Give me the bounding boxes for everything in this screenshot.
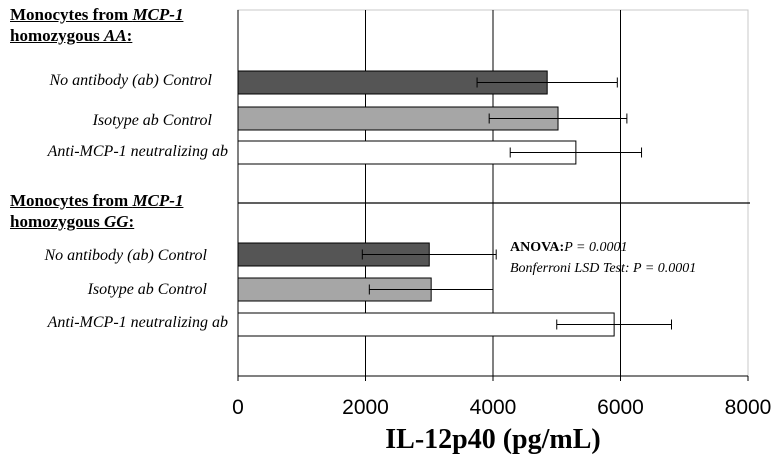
group-title-aa-gene: MCP-1 bbox=[132, 5, 184, 24]
category-label: Isotype ab Control bbox=[87, 281, 207, 298]
x-tick-label: 2000 bbox=[342, 396, 389, 419]
category-label: Anti-MCP-1 neutralizing ab bbox=[47, 143, 228, 160]
anova-annotation: ANOVA:P = 0.0001 bbox=[510, 240, 627, 256]
group-title-aa-genotype: AA bbox=[103, 26, 127, 45]
group-title-gg-line2: homozygous bbox=[10, 212, 104, 231]
category-label: Isotype ab Control bbox=[92, 112, 212, 129]
bonferroni-annotation: Bonferroni LSD Test: P = 0.0001 bbox=[510, 261, 696, 277]
group-title-gg: Monocytes from MCP-1 homozygous GG: bbox=[10, 190, 183, 232]
bonferroni-label: Bonferroni LSD Test: bbox=[510, 261, 630, 276]
x-axis-label: IL-12p40 (pg/mL) bbox=[385, 424, 601, 455]
group-title-aa-prefix: Monocytes from bbox=[10, 5, 133, 24]
group-title-aa-line2: homozygous bbox=[10, 26, 104, 45]
group-title-gg-gene: MCP-1 bbox=[132, 191, 184, 210]
category-label: No antibody (ab) Control bbox=[49, 72, 212, 89]
group-title-gg-genotype: GG bbox=[103, 212, 129, 231]
x-tick-label: 0 bbox=[232, 396, 244, 419]
anova-label: ANOVA: bbox=[510, 240, 565, 255]
bonferroni-p: P = 0.0001 bbox=[633, 261, 697, 276]
x-tick-label: 6000 bbox=[597, 396, 644, 419]
category-label: No antibody (ab) Control bbox=[44, 247, 207, 264]
group-title-gg-suffix: : bbox=[128, 212, 135, 231]
anova-p: P = 0.0001 bbox=[564, 240, 628, 255]
x-tick-label: 8000 bbox=[725, 396, 772, 419]
category-label: Anti-MCP-1 neutralizing ab bbox=[47, 314, 228, 331]
group-title-gg-prefix: Monocytes from bbox=[10, 191, 133, 210]
group-title-aa: Monocytes from MCP-1 homozygous AA: bbox=[10, 4, 183, 46]
x-tick-label: 4000 bbox=[470, 396, 517, 419]
group-title-aa-suffix: : bbox=[126, 26, 133, 45]
